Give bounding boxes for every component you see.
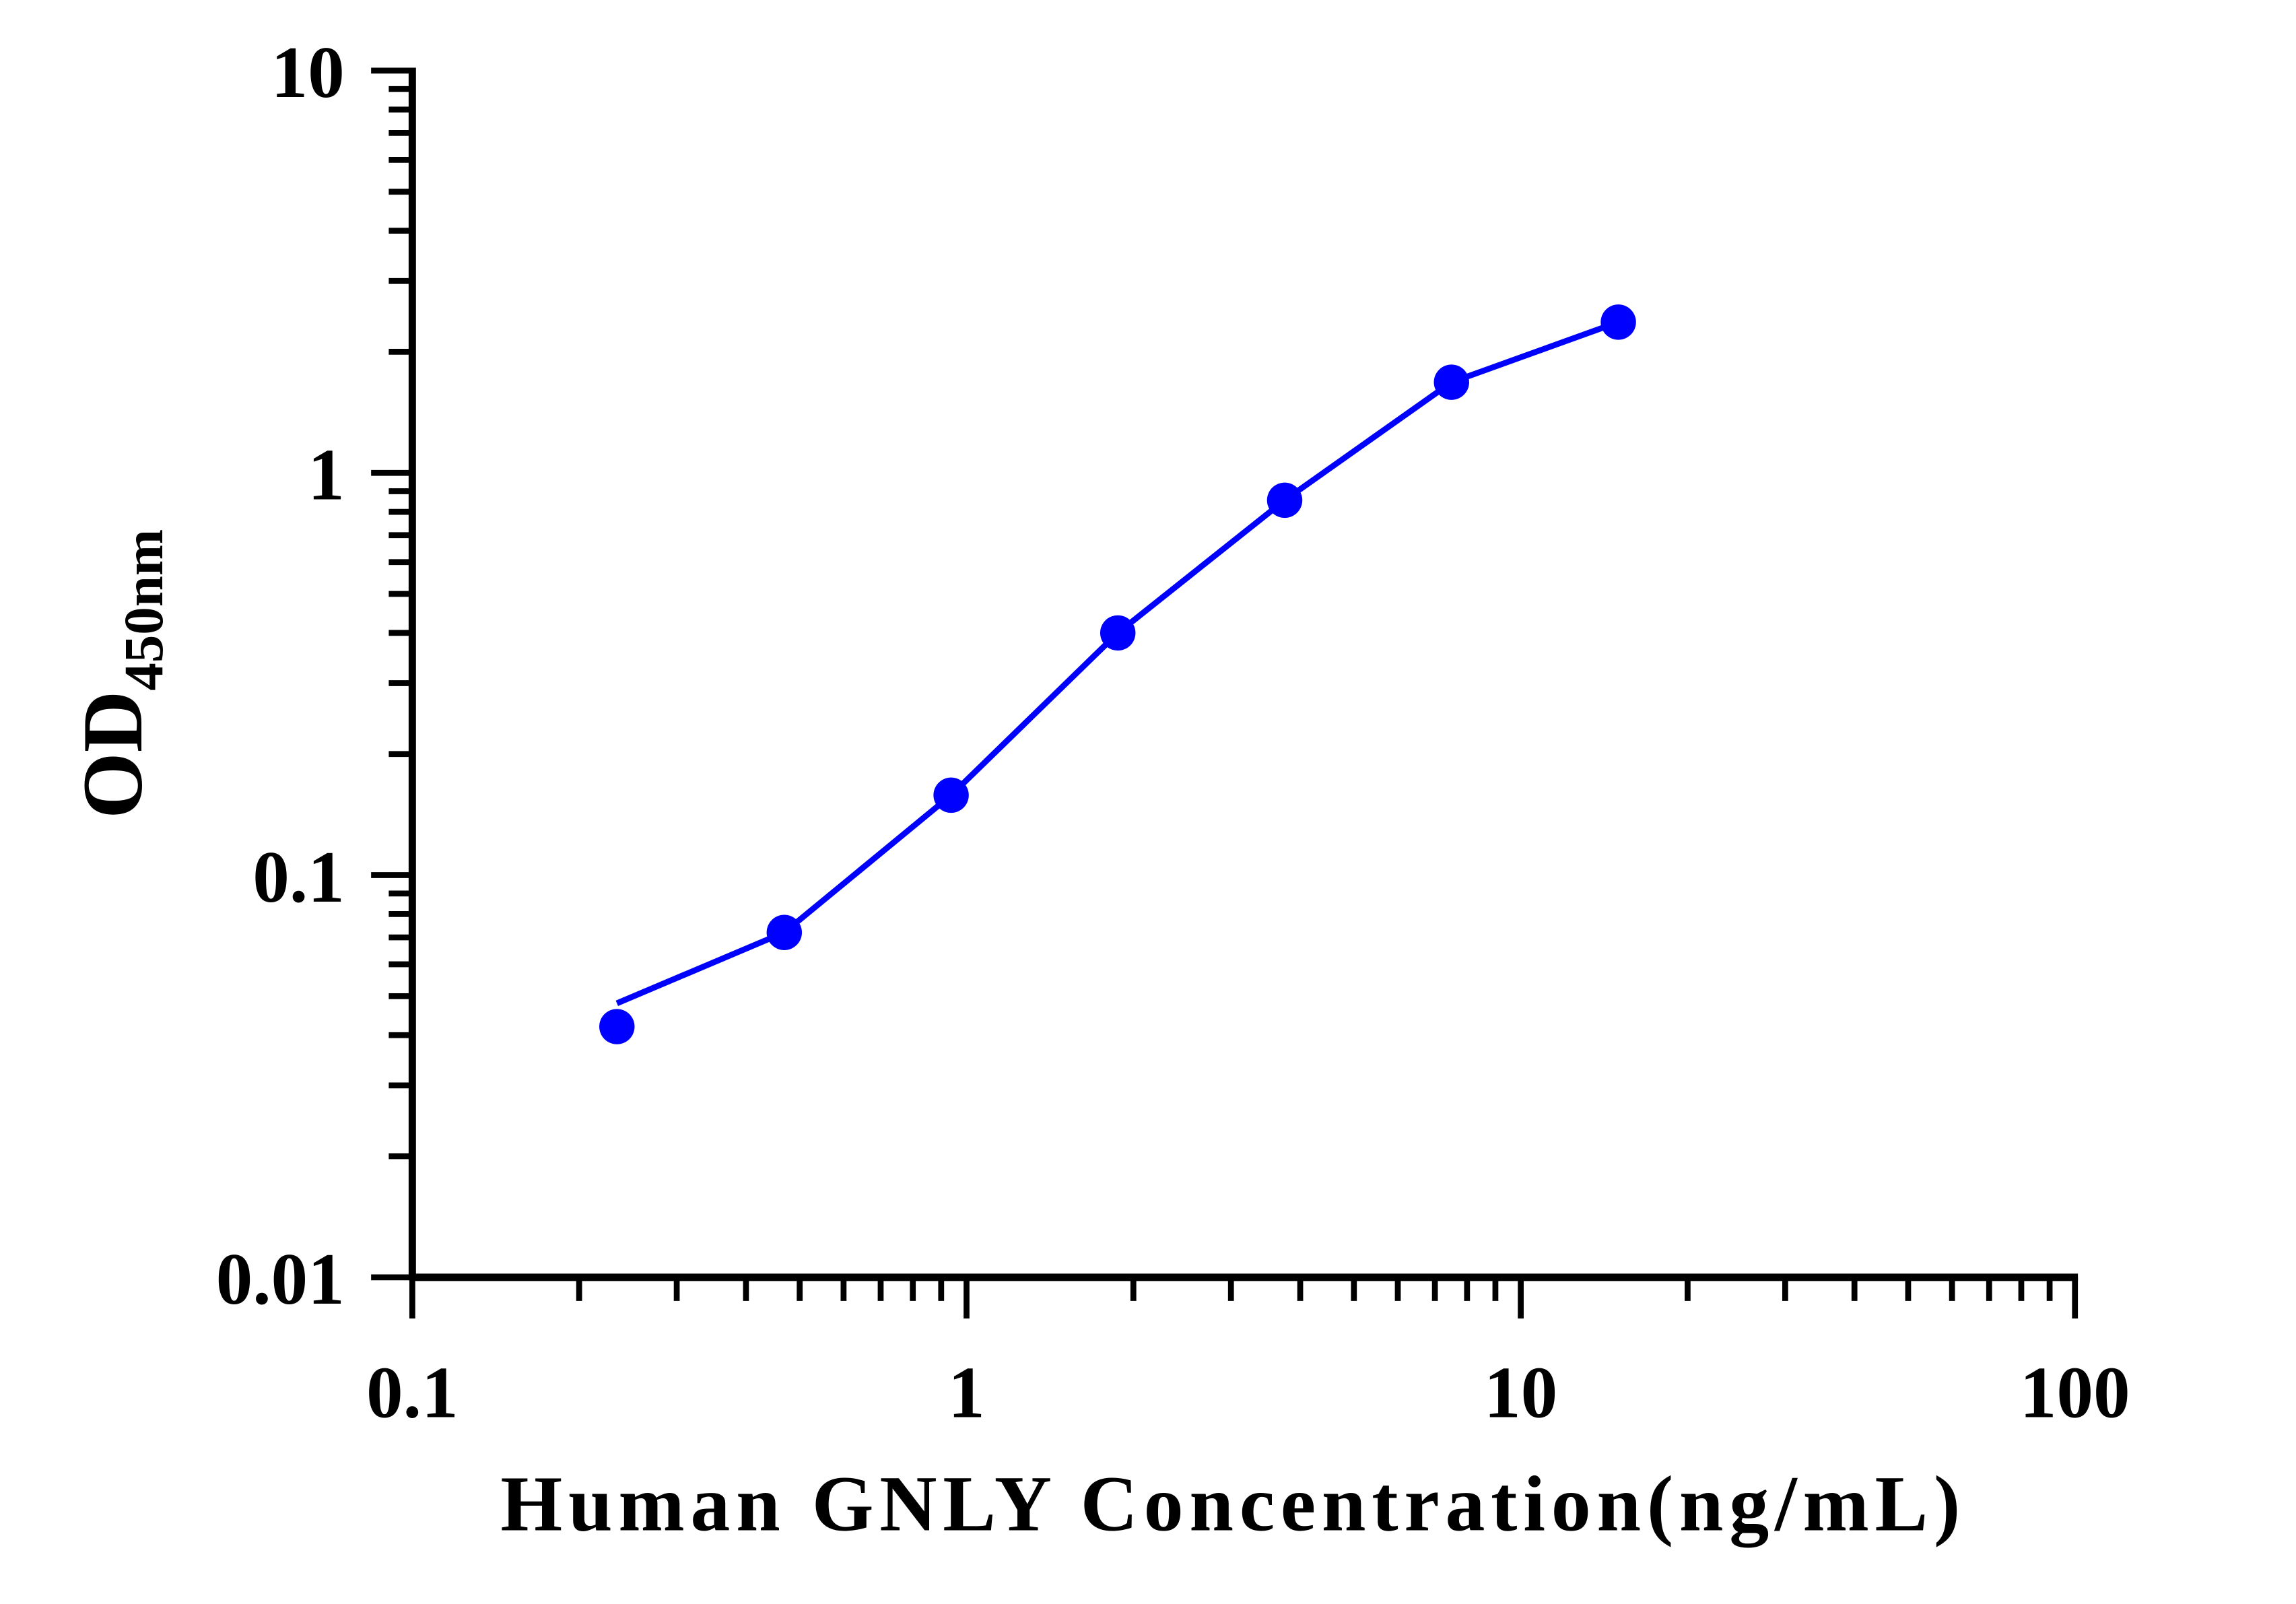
x-tick-label: 0.1 — [366, 1351, 459, 1433]
y-tick-label: 10 — [271, 32, 345, 113]
x-tick-label: 10 — [1484, 1351, 1557, 1433]
data-point — [1100, 615, 1136, 651]
data-point — [1600, 304, 1636, 340]
fit-curve-line — [615, 319, 1620, 1006]
x-tick-label: 1 — [948, 1351, 985, 1433]
data-point — [933, 777, 969, 813]
data-point — [599, 1009, 635, 1044]
axes — [371, 67, 2079, 1319]
x-axis-label: Human GNLY Concentration(ng/mL) — [500, 1460, 1966, 1548]
data-point — [1433, 364, 1469, 400]
y-tick-label: 0.1 — [252, 836, 345, 918]
data-point — [1267, 482, 1303, 519]
y-axis-label: OD450nm — [66, 529, 174, 819]
y-tick-label: 1 — [308, 434, 345, 516]
plot-area — [599, 304, 1636, 1044]
y-axis-label-main: OD — [66, 691, 160, 819]
data-point — [766, 914, 803, 950]
tick-labels: 0.01 0.1 1 10 0.1 1 10 100 — [216, 32, 2130, 1433]
y-axis-label-sub: 450nm — [112, 529, 174, 691]
y-tick-label: 0.01 — [216, 1238, 345, 1320]
x-tick-label: 100 — [2020, 1351, 2130, 1433]
